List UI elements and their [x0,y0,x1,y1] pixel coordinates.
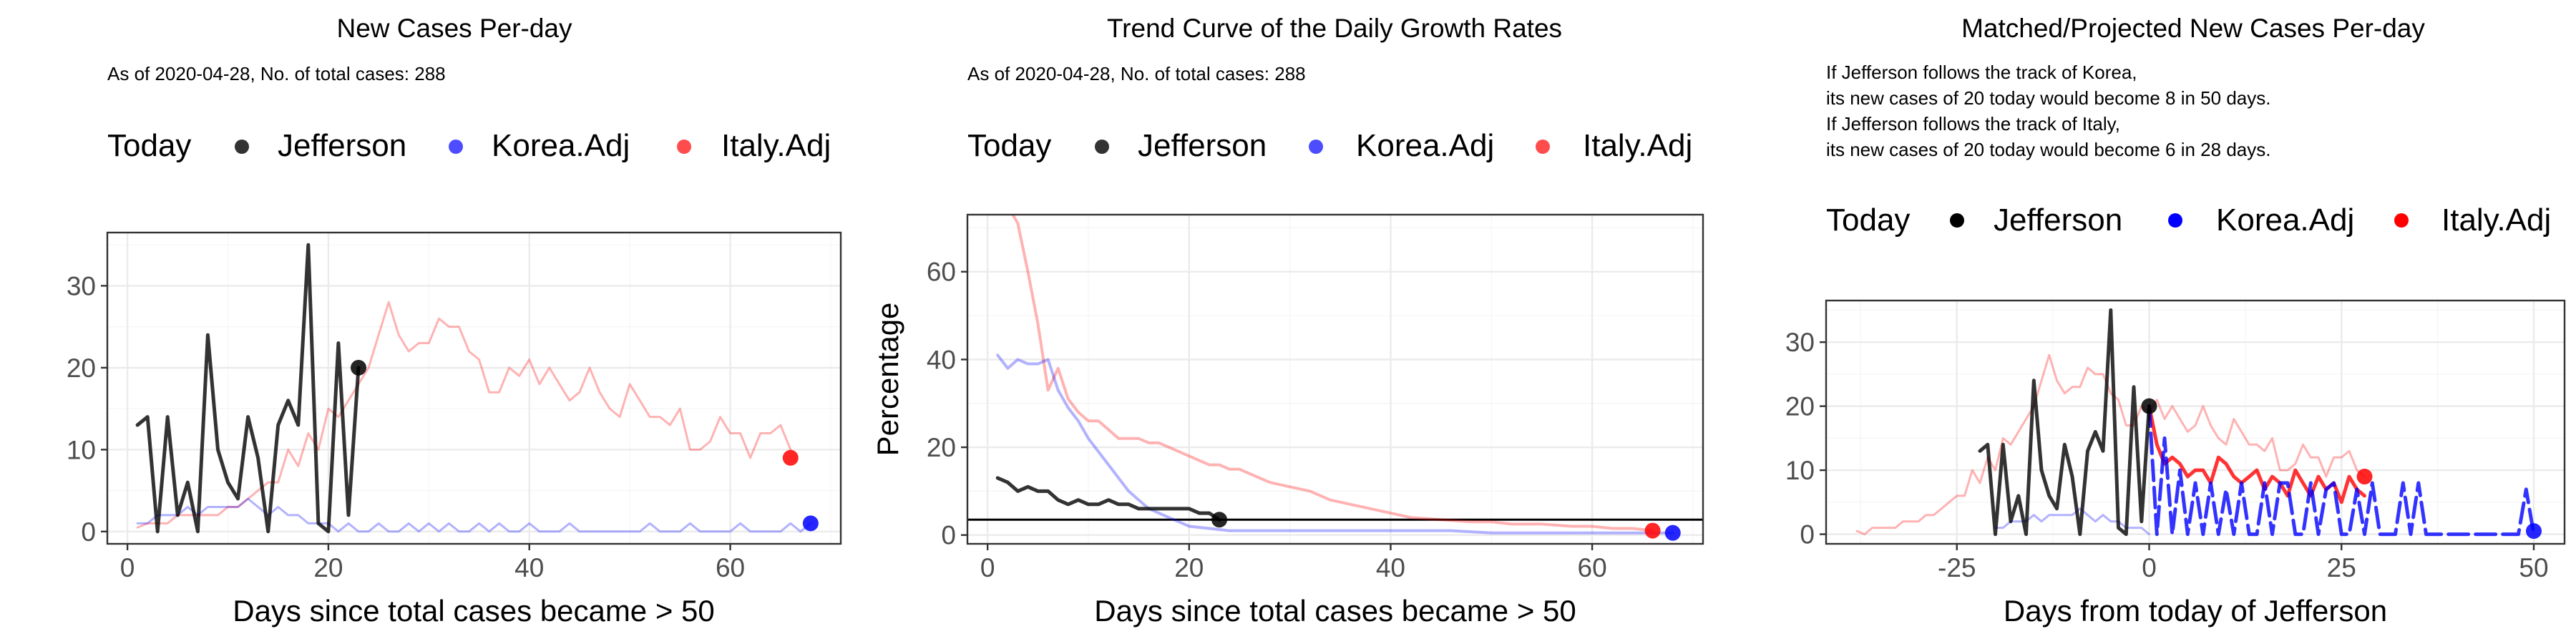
y-tick-label: 0 [1800,520,1815,550]
panel-title: New Cases Per-day [336,14,572,43]
legend-title: Today [1826,203,1910,238]
legend-key-jefferson [235,140,249,154]
legend-label-korea: Korea.Adj [1356,128,1494,163]
projection-note: If Jefferson follows the track of Korea, [1826,62,2137,83]
y-tick-label: 0 [941,521,956,550]
plot-frame [106,231,842,545]
legend-label-jefferson: Jefferson [278,128,406,163]
x-tick-label: -25 [1938,553,1976,582]
legend-title: Today [967,128,1051,163]
x-tick-label: 50 [2519,553,2548,582]
legend-key-korea [1309,140,1323,154]
projection-note: If Jefferson follows the track of Italy, [1826,113,2120,135]
legend-title: Today [107,128,191,163]
legend-label-italy: Italy.Adj [2441,203,2551,238]
series-line-jefferson [1978,308,2151,537]
y-tick-label: 0 [81,517,96,547]
panel-projected: Matched/Projected New Cases Per-day If J… [1785,14,2566,628]
y-tick-label: 30 [1785,328,1815,357]
x-tick-label: 0 [980,553,995,582]
y-tick-label: 10 [67,435,96,464]
panel-new-cases: New Cases Per-day As of 2020-04-28, No. … [67,14,842,628]
legend: Today Jefferson Korea.Adj Italy.Adj [1826,203,2551,238]
plot-area: -25 0 25 50 0 10 20 30 [1785,299,2566,582]
x-tick-label: 20 [1174,553,1204,582]
plot-frame [966,213,1704,545]
plot-frame [1825,299,2566,545]
gridlines [967,215,1703,544]
x-axis-title: Days from today of Jefferson [2004,594,2387,628]
plot-area: 0 20 40 60 0 10 20 30 [67,231,842,582]
series-line-italy-adj [136,301,792,529]
legend-key-italy [677,140,691,154]
series-line-korea-adj [136,497,812,533]
legend-key-korea [2168,213,2182,228]
projection-notes: If Jefferson follows the track of Korea,… [1826,62,2270,160]
legend-key-italy [2394,213,2409,228]
legend-label-korea: Korea.Adj [2216,203,2354,238]
series-line-italy-adj [1011,215,1654,532]
projection-note: its new cases of 20 today would become 8… [1826,87,2270,109]
x-axis-title: Days since total cases became > 50 [1094,594,1576,628]
plot-area: 0 20 40 60 0 20 40 60 [927,213,1704,582]
y-tick-label: 60 [927,258,956,287]
y-tick-label: 40 [927,345,956,374]
legend-key-italy [1536,140,1550,154]
legend: Today Jefferson Korea.Adj Italy.Adj [967,128,1692,163]
y-tick-label: 10 [1785,456,1815,485]
series-line-jefferson [135,243,361,534]
legend-label-korea: Korea.Adj [492,128,630,163]
endpoint-italy-adj [782,449,799,466]
y-tick-label: 20 [67,353,96,383]
legend: Today Jefferson Korea.Adj Italy.Adj [107,128,831,163]
series-line-italy-adj-matched-history [1855,353,2366,536]
panel-title: Matched/Projected New Cases Per-day [1961,14,2425,43]
legend-key-jefferson [1095,140,1109,154]
x-tick-label: 0 [120,553,135,582]
endpoint-korea-adj [1664,525,1681,541]
endpoint-jefferson [1211,512,1228,528]
legend-label-jefferson: Jefferson [1138,128,1267,163]
x-tick-label: 60 [716,553,745,582]
projection-note: its new cases of 20 today would become 6… [1826,139,2270,160]
y-tick-label: 30 [67,271,96,301]
endpoint-italy-adj [1644,522,1661,539]
series-group [135,243,819,534]
series-line-korea-adj [996,353,1674,535]
series-line-korea-adj-matched-history [1994,507,2150,536]
endpoint-italy-adj [2356,469,2373,485]
endpoint-jefferson [2141,398,2157,414]
series-line-jefferson [995,476,1221,522]
panel-title: Trend Curve of the Daily Growth Rates [1107,14,1562,43]
gridlines [107,233,841,544]
x-tick-label: 0 [2142,553,2157,582]
legend-label-jefferson: Jefferson [1994,203,2122,238]
gridlines [1826,301,2565,544]
x-tick-label: 20 [313,553,343,582]
x-tick-label: 25 [2327,553,2356,582]
x-axis-title: Days since total cases became > 50 [233,594,715,628]
legend-label-italy: Italy.Adj [1583,128,1692,163]
legend-key-korea [449,140,463,154]
endpoint-korea-adj [802,515,819,532]
x-tick-label: 40 [514,553,544,582]
series-line-korea-adj-projected [2147,404,2536,537]
legend-label-italy: Italy.Adj [721,128,831,163]
series-group [967,215,1703,541]
panel-subtitle: As of 2020-04-28, No. of total cases: 28… [107,63,446,84]
endpoint-korea-adj [2526,523,2542,540]
x-tick-label: 40 [1376,553,1405,582]
panel-subtitle: As of 2020-04-28, No. of total cases: 28… [967,63,1306,84]
endpoint-jefferson [351,359,367,376]
panel-growth-rates: Trend Curve of the Daily Growth Rates As… [871,14,1704,628]
series-group [1855,308,2542,540]
y-tick-label: 20 [927,433,956,462]
x-tick-label: 60 [1578,553,1607,582]
legend-key-jefferson [1950,213,1964,228]
y-axis-title: Percentage [871,303,904,457]
y-tick-label: 20 [1785,392,1815,421]
